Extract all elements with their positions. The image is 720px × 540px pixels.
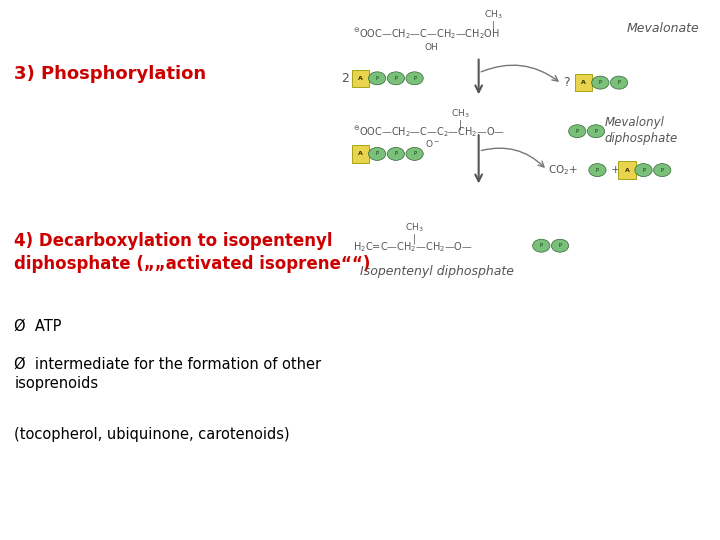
Text: ?: ? bbox=[563, 76, 570, 89]
Text: |: | bbox=[459, 120, 462, 130]
Circle shape bbox=[369, 72, 386, 85]
Text: O$^-$: O$^-$ bbox=[425, 138, 440, 148]
Text: Mevalonyl
diphosphate: Mevalonyl diphosphate bbox=[605, 116, 678, 145]
Text: 4) Decarboxylation to isopentenyl
diphosphate („„activated isoprene““): 4) Decarboxylation to isopentenyl diphos… bbox=[14, 232, 371, 273]
Text: P: P bbox=[595, 129, 598, 134]
FancyBboxPatch shape bbox=[352, 70, 369, 87]
FancyBboxPatch shape bbox=[618, 161, 636, 179]
Circle shape bbox=[589, 164, 606, 177]
Text: +: + bbox=[611, 165, 620, 175]
FancyBboxPatch shape bbox=[352, 145, 369, 163]
Text: P: P bbox=[576, 129, 579, 134]
Text: OH: OH bbox=[425, 43, 438, 52]
Text: Mevalonate: Mevalonate bbox=[626, 22, 699, 35]
Text: P: P bbox=[376, 76, 379, 81]
Text: CH$_3$: CH$_3$ bbox=[451, 108, 470, 120]
Text: P: P bbox=[642, 167, 645, 173]
Circle shape bbox=[369, 147, 386, 160]
Text: CH$_3$: CH$_3$ bbox=[405, 221, 423, 234]
Text: $^{\ominus}$OOC—CH$_2$—C—CH$_2$—CH$_2$OH: $^{\ominus}$OOC—CH$_2$—C—CH$_2$—CH$_2$OH bbox=[353, 26, 500, 41]
Circle shape bbox=[592, 76, 609, 89]
Text: 2: 2 bbox=[341, 72, 349, 85]
FancyBboxPatch shape bbox=[575, 74, 593, 91]
Text: P: P bbox=[376, 151, 379, 157]
Text: P: P bbox=[599, 80, 602, 85]
Text: (tocopherol, ubiquinone, carotenoids): (tocopherol, ubiquinone, carotenoids) bbox=[14, 427, 290, 442]
Text: P: P bbox=[395, 76, 397, 81]
Text: 3) Phosphorylation: 3) Phosphorylation bbox=[14, 65, 207, 83]
Text: A: A bbox=[624, 167, 629, 173]
Text: |: | bbox=[492, 21, 495, 31]
Circle shape bbox=[635, 164, 652, 177]
Circle shape bbox=[611, 76, 628, 89]
Text: Ø  intermediate for the formation of other
isoprenoids: Ø intermediate for the formation of othe… bbox=[14, 356, 322, 390]
Text: P: P bbox=[618, 80, 621, 85]
Text: P: P bbox=[596, 167, 599, 173]
Circle shape bbox=[654, 164, 671, 177]
Circle shape bbox=[406, 147, 423, 160]
Text: A: A bbox=[358, 151, 363, 157]
Circle shape bbox=[406, 72, 423, 85]
Text: CO$_2$+: CO$_2$+ bbox=[549, 163, 578, 177]
Text: P: P bbox=[395, 151, 397, 157]
Text: P: P bbox=[559, 243, 562, 248]
Text: Isopentenyl diphosphate: Isopentenyl diphosphate bbox=[360, 265, 514, 278]
Text: H$_2$C=C—CH$_2$—CH$_2$—O—: H$_2$C=C—CH$_2$—CH$_2$—O— bbox=[353, 240, 472, 254]
Text: P: P bbox=[413, 76, 416, 81]
Text: |: | bbox=[413, 233, 415, 244]
Text: Ø  ATP: Ø ATP bbox=[14, 319, 62, 334]
Text: P: P bbox=[661, 167, 664, 173]
Circle shape bbox=[588, 125, 605, 138]
Circle shape bbox=[533, 239, 550, 252]
Text: A: A bbox=[358, 76, 363, 81]
Circle shape bbox=[569, 125, 586, 138]
Text: P: P bbox=[413, 151, 416, 157]
Text: CH$_3$: CH$_3$ bbox=[484, 8, 503, 21]
Text: $^{\ominus}$OOC—CH$_2$—C—C$_2$—CH$_2$—O—: $^{\ominus}$OOC—CH$_2$—C—C$_2$—CH$_2$—O— bbox=[353, 124, 505, 139]
Circle shape bbox=[552, 239, 569, 252]
Circle shape bbox=[387, 147, 405, 160]
Text: P: P bbox=[540, 243, 543, 248]
Text: A: A bbox=[581, 80, 586, 85]
Circle shape bbox=[387, 72, 405, 85]
